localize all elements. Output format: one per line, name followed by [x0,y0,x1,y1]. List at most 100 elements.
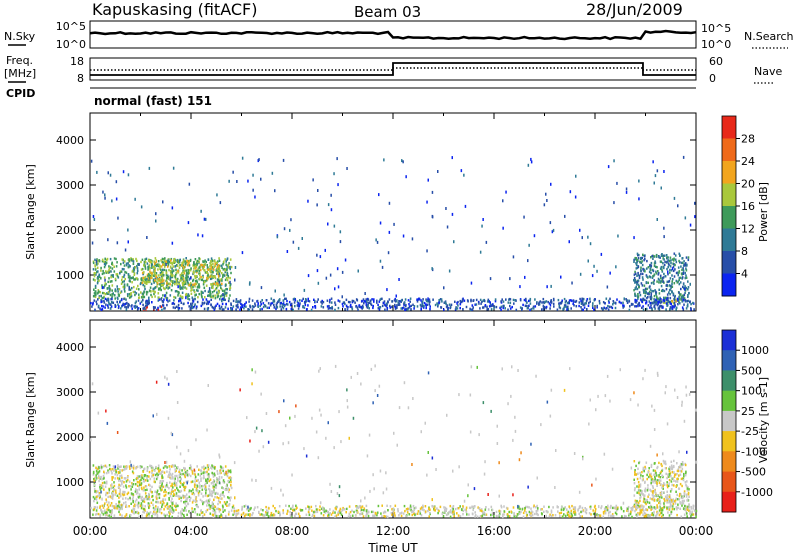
scatter-cell [251,305,254,308]
scatter-cell [186,259,188,263]
scatter-cell [625,299,628,302]
scatter-cell [330,301,333,304]
scatter-cell [642,278,644,281]
nsky-label: N.Sky [4,30,36,43]
scatter-cell [559,306,562,310]
scatter-cell [107,495,109,499]
scatter-cell [616,181,618,185]
scatter-cell [181,469,183,472]
scatter-cell [394,504,397,507]
scatter-cell [589,242,592,246]
scatter-cell [186,471,189,474]
scatter-cell [357,269,359,273]
scatter-cell [188,269,191,272]
scatter-cell [660,260,662,264]
scatter-cell [122,493,125,497]
scatter-cell [494,298,497,301]
scatter-cell [638,489,640,492]
scatter-cell [162,261,165,264]
scatter-cell [259,300,262,304]
scatter-cell [629,510,632,513]
scatter-cell [423,304,425,308]
scatter-cell [507,301,510,304]
scatter-cell [155,272,158,275]
scatter-cell [126,283,129,286]
scatter-cell [182,283,184,286]
scatter-cell [213,466,216,470]
scatter-cell [647,495,649,498]
scatter-cell [363,509,366,512]
scatter-cell [422,306,425,309]
scatter-cell [198,481,201,484]
scatter-cell [578,301,581,304]
scatter-cell [661,486,663,489]
scatter-cell [651,308,653,311]
scatter-cell [101,284,103,287]
scatter-cell [515,308,518,312]
scatter-cell [434,303,437,307]
scatter-cell [679,482,682,486]
scatter-cell [646,501,649,504]
scatter-cell [640,266,642,269]
scatter-cell [172,265,174,268]
scatter-cell [637,501,640,504]
scatter-cell [633,260,635,263]
scatter-cell [161,482,163,485]
scatter-cell [125,467,128,470]
scatter-cell [110,301,113,304]
scatter-cell [171,275,174,279]
scatter-cell [604,510,606,513]
scatter-cell [653,495,655,498]
scatter-cell [117,297,119,300]
scatter-cell [164,287,166,291]
scatter-cell [156,491,158,494]
scatter-cell [489,303,492,306]
scatter-cell [171,241,174,245]
scatter-cell [109,280,112,283]
scatter-cell [649,488,651,492]
scatter-cell [104,297,107,301]
scatter-cell [226,265,228,268]
scatter-cell [185,257,187,260]
scatter-cell [643,268,646,271]
scatter-cell [657,270,659,273]
scatter-cell [144,260,147,264]
scatter-cell [125,262,128,265]
scatter-cell [209,261,212,265]
scatter-cell [188,182,191,186]
scatter-cell [594,510,597,513]
scatter-cell [256,299,259,303]
scatter-cell [140,476,143,479]
scatter-cell [108,271,110,274]
scatter-cell [386,504,388,507]
scatter-cell [680,477,683,481]
scatter-cell [143,306,146,309]
scatter-cell [149,488,152,491]
scatter-cell [174,489,176,492]
scatter-cell [154,306,156,309]
scatter-cell [680,297,683,301]
scatter-cell [270,302,272,305]
scatter-cell [129,467,131,470]
scatter-cell [218,497,220,500]
scatter-cell [623,297,625,301]
scatter-cell [469,506,472,510]
scatter-cell [169,495,172,498]
scatter-cell [162,300,164,304]
scatter-cell [218,276,220,279]
scatter-cell [220,264,223,267]
scatter-cell [216,472,219,475]
scatter-cell [200,293,203,296]
scatter-cell [112,490,115,493]
scatter-cell [656,301,658,304]
scatter-cell [338,509,341,512]
scatter-cell [411,237,414,241]
scatter-cell [131,510,133,513]
scatter-cell [132,260,135,263]
scatter-cell [668,473,671,476]
scatter-cell [101,258,104,261]
scatter-cell [662,266,665,269]
scatter-cell [153,477,156,480]
scatter-cell [307,199,309,203]
scatter-cell [653,273,656,276]
